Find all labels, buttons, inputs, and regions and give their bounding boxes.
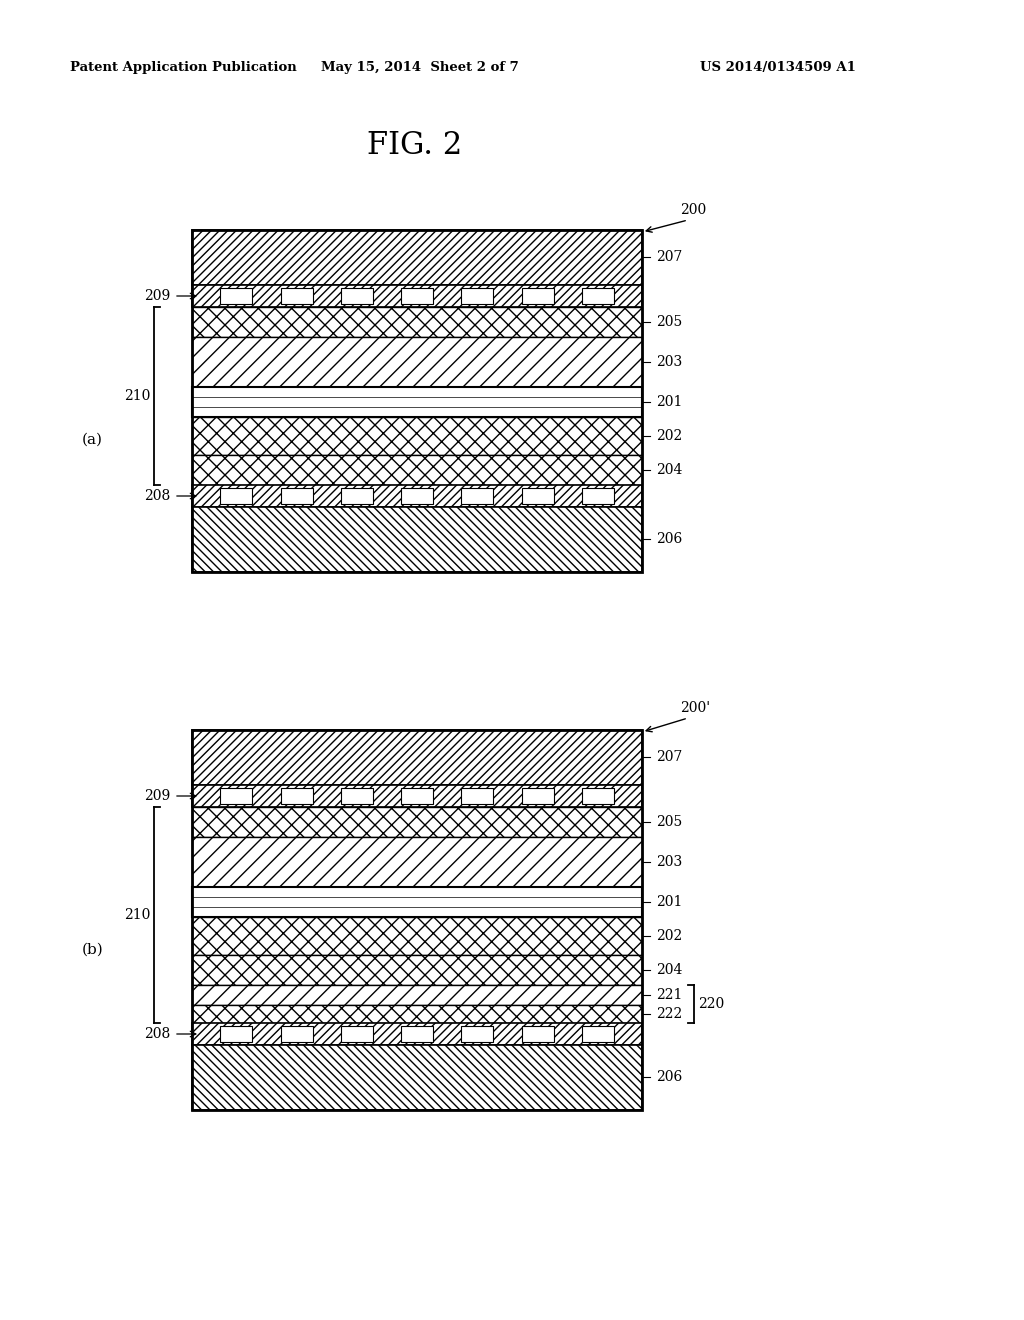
Bar: [582, 288, 613, 304]
Text: 208: 208: [143, 1027, 170, 1041]
Text: 206: 206: [656, 1071, 682, 1084]
Text: US 2014/0134509 A1: US 2014/0134509 A1: [700, 62, 856, 74]
Bar: [521, 488, 554, 504]
Text: 200: 200: [680, 203, 707, 216]
Bar: [193, 285, 642, 308]
Bar: [193, 1005, 642, 1023]
Text: (a): (a): [82, 433, 103, 447]
Text: 202: 202: [656, 929, 682, 942]
Bar: [341, 788, 373, 804]
Bar: [401, 488, 433, 504]
Bar: [220, 488, 252, 504]
Bar: [220, 288, 252, 304]
Bar: [401, 288, 433, 304]
Bar: [582, 488, 613, 504]
Bar: [193, 387, 642, 417]
Bar: [193, 985, 642, 1005]
Bar: [193, 337, 642, 387]
Text: 201: 201: [656, 395, 682, 409]
Bar: [193, 417, 642, 455]
Bar: [193, 807, 642, 837]
Bar: [281, 288, 312, 304]
Text: 207: 207: [656, 750, 682, 764]
Text: 209: 209: [143, 789, 170, 803]
Bar: [193, 954, 642, 985]
Text: Patent Application Publication: Patent Application Publication: [70, 62, 297, 74]
Text: 208: 208: [143, 488, 170, 503]
Bar: [521, 288, 554, 304]
Bar: [401, 788, 433, 804]
Bar: [193, 1045, 642, 1110]
Text: 201: 201: [656, 895, 682, 909]
Bar: [461, 488, 494, 504]
Text: 202: 202: [656, 429, 682, 444]
Bar: [193, 1023, 642, 1045]
Bar: [193, 887, 642, 917]
Text: 207: 207: [656, 249, 682, 264]
Bar: [281, 488, 312, 504]
Bar: [401, 1026, 433, 1041]
Bar: [193, 837, 642, 887]
Bar: [582, 1026, 613, 1041]
Bar: [281, 1026, 312, 1041]
Bar: [341, 288, 373, 304]
Bar: [193, 230, 642, 285]
Bar: [582, 788, 613, 804]
Bar: [193, 917, 642, 954]
Bar: [461, 288, 494, 304]
Text: 220: 220: [698, 997, 724, 1011]
Bar: [193, 455, 642, 484]
Text: 203: 203: [656, 355, 682, 370]
Bar: [461, 788, 494, 804]
Text: 221: 221: [656, 987, 682, 1002]
Text: 200': 200': [680, 701, 710, 715]
Bar: [193, 730, 642, 785]
Bar: [461, 1026, 494, 1041]
Text: 204: 204: [656, 463, 682, 477]
Bar: [281, 788, 312, 804]
Text: 204: 204: [656, 964, 682, 977]
Bar: [193, 507, 642, 572]
Text: FIG. 2: FIG. 2: [368, 129, 463, 161]
Text: 210: 210: [124, 908, 150, 921]
Text: 205: 205: [656, 814, 682, 829]
Bar: [193, 484, 642, 507]
Bar: [193, 230, 642, 572]
Text: 203: 203: [656, 855, 682, 869]
Bar: [341, 488, 373, 504]
Text: 222: 222: [656, 1007, 682, 1020]
Bar: [193, 785, 642, 807]
Bar: [193, 308, 642, 337]
Bar: [220, 1026, 252, 1041]
Bar: [193, 730, 642, 1110]
Text: 209: 209: [143, 289, 170, 304]
Bar: [220, 788, 252, 804]
Text: 206: 206: [656, 532, 682, 546]
Bar: [341, 1026, 373, 1041]
Bar: [521, 1026, 554, 1041]
Text: 210: 210: [124, 389, 150, 403]
Text: May 15, 2014  Sheet 2 of 7: May 15, 2014 Sheet 2 of 7: [322, 62, 519, 74]
Text: (b): (b): [82, 942, 103, 957]
Bar: [521, 788, 554, 804]
Text: 205: 205: [656, 315, 682, 329]
